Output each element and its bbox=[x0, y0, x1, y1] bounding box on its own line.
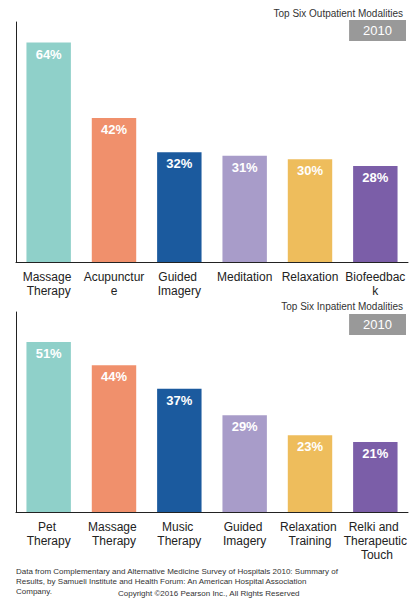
svg-text:Company.: Company. bbox=[16, 587, 52, 596]
svg-text:Massage: Massage bbox=[23, 270, 75, 284]
svg-text:Copyright ©2016 Pearson Inc.,: Copyright ©2016 Pearson Inc., All Rights… bbox=[118, 589, 300, 598]
svg-text:Meditation: Meditation bbox=[217, 270, 272, 284]
svg-text:Relaxation: Relaxation bbox=[282, 270, 339, 284]
svg-text:31%: 31% bbox=[232, 160, 258, 175]
svg-text:Top Six Inpatient Modalities: Top Six Inpatient Modalities bbox=[281, 301, 403, 312]
svg-text:Touch: Touch bbox=[358, 548, 393, 562]
svg-text:29%: 29% bbox=[232, 419, 258, 434]
svg-text:2010: 2010 bbox=[363, 317, 392, 332]
svg-text:42%: 42% bbox=[101, 122, 127, 137]
svg-text:e: e bbox=[111, 284, 118, 298]
svg-text:Imagery: Imagery bbox=[158, 284, 201, 298]
svg-text:Therapy: Therapy bbox=[27, 284, 71, 298]
svg-text:Data from Complementary and Al: Data from Complementary and Alternative … bbox=[16, 567, 340, 576]
svg-text:Results, by Samueli Institute: Results, by Samueli Institute and Health… bbox=[16, 577, 309, 586]
svg-text:Guided: Guided bbox=[158, 270, 200, 284]
svg-text:21%: 21% bbox=[362, 446, 388, 461]
svg-text:Relaxation: Relaxation bbox=[280, 520, 340, 534]
svg-text:Guided: Guided bbox=[224, 520, 266, 534]
svg-text:64%: 64% bbox=[36, 47, 62, 62]
svg-text:Music: Music bbox=[162, 520, 197, 534]
svg-text:2010: 2010 bbox=[363, 23, 392, 38]
svg-text:Therapy: Therapy bbox=[92, 534, 136, 548]
svg-text:k: k bbox=[372, 284, 379, 298]
svg-text:Pet: Pet bbox=[38, 520, 59, 534]
svg-text:Massage: Massage bbox=[88, 520, 140, 534]
svg-text:Biofeedbac: Biofeedbac bbox=[345, 270, 405, 284]
svg-text:Therapy: Therapy bbox=[157, 534, 201, 548]
svg-text:44%: 44% bbox=[101, 369, 127, 384]
svg-text:Relki and: Relki and bbox=[349, 520, 402, 534]
svg-text:28%: 28% bbox=[362, 170, 388, 185]
svg-text:Imagery: Imagery bbox=[223, 534, 266, 548]
svg-text:Top Six Outpatient Modalities: Top Six Outpatient Modalities bbox=[273, 8, 403, 19]
svg-text:Acupunctur: Acupunctur bbox=[84, 270, 145, 284]
svg-text:23%: 23% bbox=[297, 439, 323, 454]
svg-text:30%: 30% bbox=[297, 163, 323, 178]
svg-text:51%: 51% bbox=[36, 346, 62, 361]
svg-text:37%: 37% bbox=[166, 393, 192, 408]
svg-text:Training: Training bbox=[289, 534, 332, 548]
svg-text:Therapeutic: Therapeutic bbox=[344, 534, 407, 548]
svg-text:32%: 32% bbox=[166, 156, 192, 171]
svg-text:Therapy: Therapy bbox=[27, 534, 71, 548]
